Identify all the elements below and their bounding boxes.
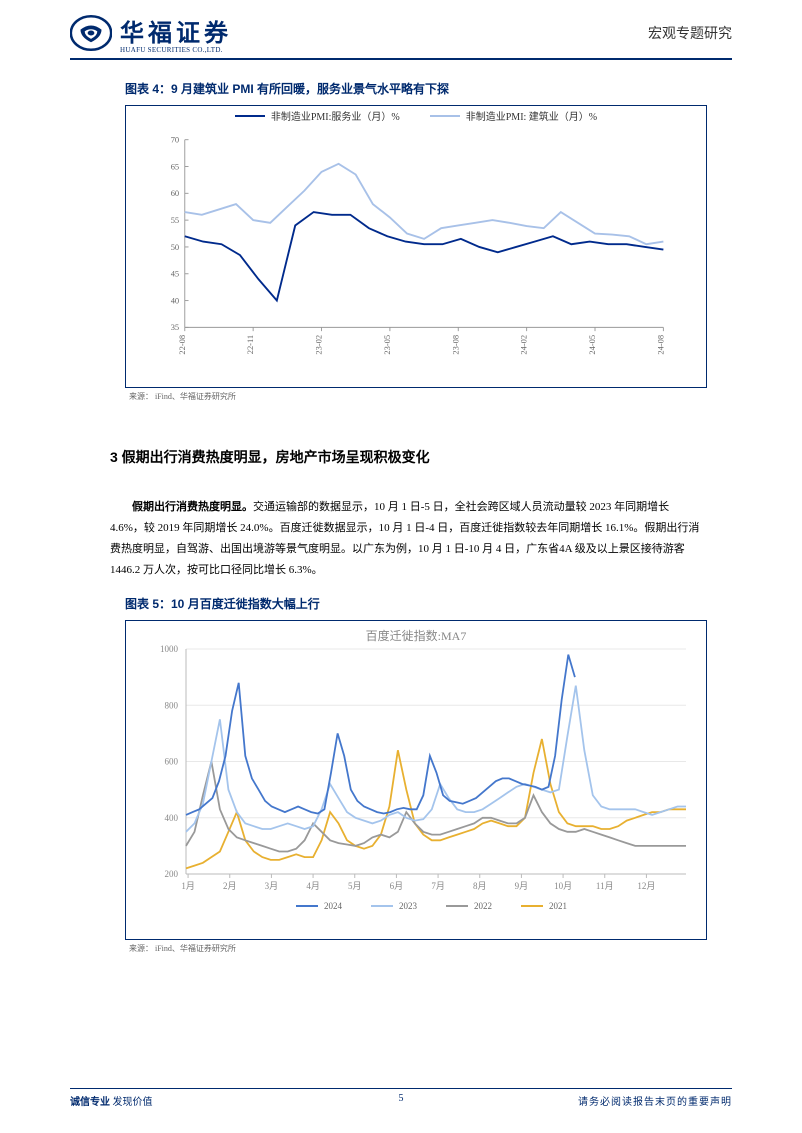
chart5-legend-label: 2023: [399, 901, 418, 911]
chart5-plot: 200 400 600 800 1000 1月 2月 3月 4月 5月 6月 7月 8月 9月 10月 11月…: [126, 644, 706, 939]
chart4-title: 图表 4：9 月建筑业 PMI 有所回暖，服务业景气水平略有下探: [125, 80, 707, 97]
chart5-legend-label: 2024: [324, 901, 343, 911]
chart5-xtick: 12月: [637, 881, 655, 891]
chart5-ytick: 1000: [160, 644, 179, 654]
chart5-xtick: 8月: [473, 881, 487, 891]
chart5-title: 图表 5：10 月百度迁徙指数大幅上行: [125, 595, 707, 612]
chart4-xtick: 24-02: [519, 335, 529, 355]
chart4-legend-item-services: 非制造业PMI:服务业（月）%: [235, 108, 400, 123]
chart4-ytick: 45: [171, 269, 179, 279]
chart4-ytick: 50: [171, 242, 179, 252]
chart4-ytick: 60: [171, 188, 179, 198]
chart5-svg: 200 400 600 800 1000 1月 2月 3月 4月 5月 6月 7月 8月 9月 10月 11月…: [126, 644, 706, 939]
chart5-xtick: 11月: [596, 881, 614, 891]
section3-para-bold: 假期出行消费热度明显。: [132, 501, 253, 513]
section3-paragraph: 假期出行消费热度明显。交通运输部的数据显示，10 月 1 日-5 日，全社会跨区…: [110, 497, 702, 581]
chart5-line-2021: [186, 739, 686, 868]
chart5-legend-label: 2022: [474, 901, 492, 911]
footer-disclaimer: 请务必阅读报告末页的重要声明: [578, 1093, 732, 1108]
chart4-svg: 35 40 45 50 55 60 65 70 22-08 22-11 23-02 23-05 23-0…: [134, 135, 686, 379]
chart5-ytick: 400: [165, 812, 179, 822]
chart5-line-2023: [186, 685, 686, 831]
legend-swatch-light: [430, 115, 460, 117]
page-header: 华福证券 HUAFU SECURITIES CO.,LTD. 宏观专题研究: [0, 0, 802, 54]
chart5-xtick: 6月: [390, 881, 404, 891]
legend-swatch-dark: [235, 115, 265, 117]
footer-left: 诚信专业 发现价值: [70, 1093, 153, 1108]
chart4-xtick: 23-05: [382, 335, 392, 355]
chart5-legend-label: 2021: [549, 901, 567, 911]
chart5-ytick: 800: [165, 700, 179, 710]
page-content: 图表 4：9 月建筑业 PMI 有所回暖，服务业景气水平略有下探 非制造业PMI…: [0, 60, 802, 954]
chart5-ytick: 200: [165, 869, 179, 879]
logo-english: HUAFU SECURITIES CO.,LTD.: [120, 46, 232, 54]
logo-block: 华福证券 HUAFU SECURITIES CO.,LTD.: [70, 12, 232, 54]
chart4-ytick: 40: [171, 295, 179, 305]
chart5-line-2024: [186, 654, 575, 814]
chart4-plot: 35 40 45 50 55 60 65 70 22-08 22-11 23-02 23-05 23-0…: [126, 127, 706, 387]
chart5-line-2022: [186, 761, 686, 851]
chart5-xtick: 1月: [181, 881, 195, 891]
chart5-xtick: 10月: [554, 881, 572, 891]
logo-chinese: 华福证券: [120, 13, 232, 48]
footer-left-norm: 发现价值: [110, 1097, 153, 1108]
chart5-xtick: 9月: [515, 881, 529, 891]
chart4-legend: 非制造业PMI:服务业（月）% 非制造业PMI: 建筑业（月）%: [126, 106, 706, 127]
legend-label-services: 非制造业PMI:服务业（月）%: [271, 108, 400, 123]
logo-text: 华福证券 HUAFU SECURITIES CO.,LTD.: [120, 13, 232, 54]
footer-left-bold: 诚信专业: [70, 1097, 110, 1108]
chart4-line-construction: [185, 164, 664, 244]
chart5-xtick: 3月: [265, 881, 279, 891]
chart4-legend-item-construction: 非制造业PMI: 建筑业（月）%: [430, 108, 597, 123]
chart4-ytick: 70: [171, 135, 179, 145]
chart4-ytick: 65: [171, 161, 179, 171]
page-footer: 诚信专业 发现价值 5 请务必阅读报告末页的重要声明: [70, 1088, 732, 1108]
chart5-inner-title: 百度迁徙指数:MA7: [126, 621, 706, 644]
chart5-xtick: 4月: [306, 881, 320, 891]
chart5-xtick: 5月: [348, 881, 362, 891]
legend-label-construction: 非制造业PMI: 建筑业（月）%: [466, 108, 597, 123]
chart4-source: 来源： iFind、华福证券研究所: [129, 391, 707, 402]
chart4-xtick: 24-08: [655, 335, 665, 355]
chart4-ytick: 55: [171, 215, 179, 225]
chart4-xtick: 22-11: [245, 335, 255, 354]
chart5-source: 来源： iFind、华福证券研究所: [129, 943, 707, 954]
chart4-box: 非制造业PMI:服务业（月）% 非制造业PMI: 建筑业（月）% 35 40 45 5…: [125, 105, 707, 388]
chart4-xtick: 23-02: [314, 335, 324, 355]
chart5-xtick: 2月: [223, 881, 237, 891]
chart5-xtick: 7月: [431, 881, 445, 891]
chart4-line-services: [185, 212, 664, 300]
document-type: 宏观专题研究: [648, 23, 732, 43]
chart4-ytick: 35: [171, 322, 179, 332]
chart5-box: 百度迁徙指数:MA7 200 400 600 800 1000 1月 2月 3月 4月 5月 6月 7…: [125, 620, 707, 940]
chart4-xtick: 23-08: [450, 335, 460, 355]
chart4-xtick: 24-05: [587, 335, 597, 355]
page-number: 5: [399, 1093, 404, 1104]
chart5-ytick: 600: [165, 756, 179, 766]
logo-icon: [70, 12, 112, 54]
section3-heading: 3 假期出行消费热度明显，房地产市场呈现积极变化: [110, 447, 707, 467]
chart4-xtick: 22-08: [177, 335, 187, 355]
